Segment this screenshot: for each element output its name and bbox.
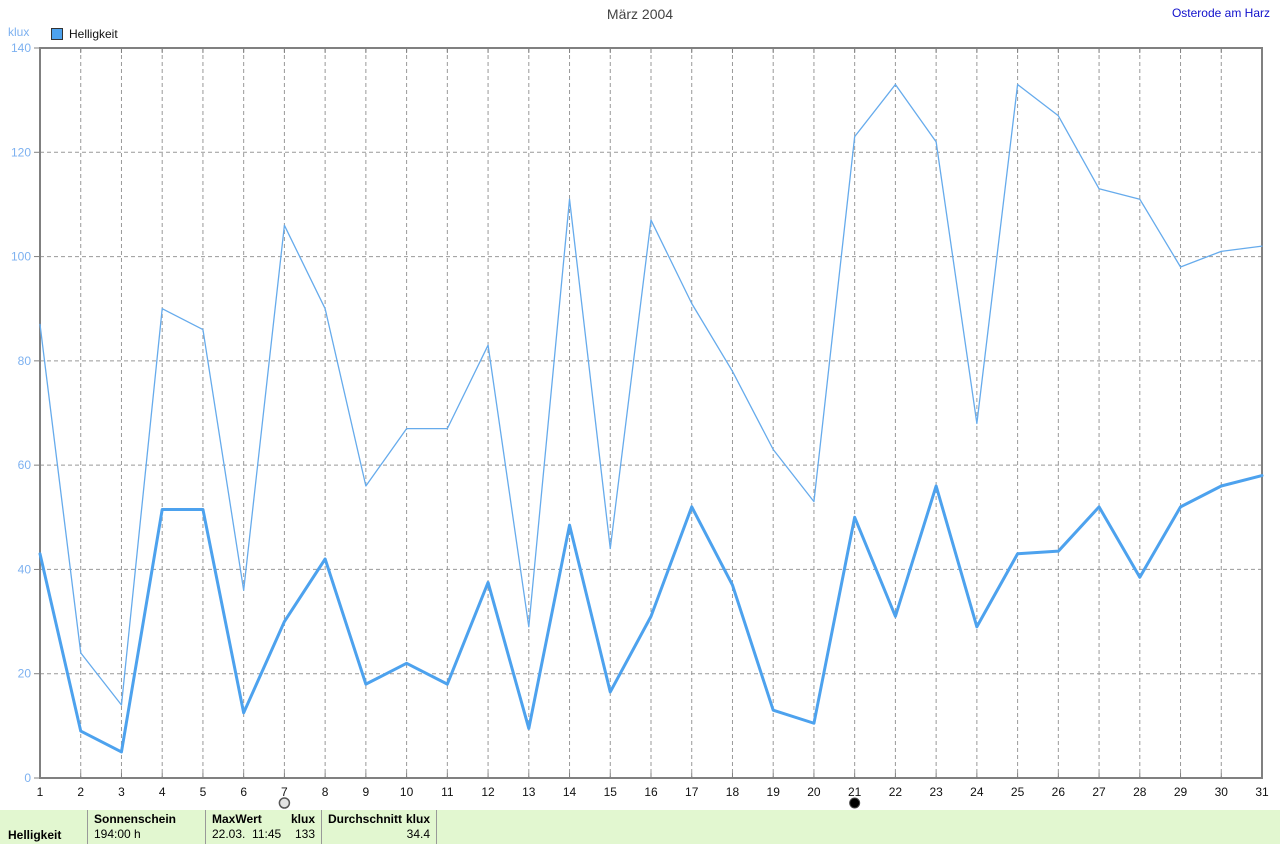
x-tick-label: 18 — [726, 785, 740, 799]
x-tick-label: 16 — [644, 785, 658, 799]
y-tick-label: 100 — [11, 250, 31, 264]
x-tick-label: 25 — [1011, 785, 1025, 799]
max-unit: klux — [290, 812, 315, 826]
x-tick-label: 17 — [685, 785, 699, 799]
x-tick-label: 10 — [400, 785, 414, 799]
x-tick-label: 7 — [281, 785, 288, 799]
x-tick-label: 6 — [240, 785, 247, 799]
x-tick-label: 19 — [767, 785, 781, 799]
x-tick-label: 31 — [1255, 785, 1269, 799]
x-tick-label: 30 — [1215, 785, 1229, 799]
legend-label: Helligkeit — [69, 27, 118, 41]
x-tick-label: 11 — [441, 785, 454, 799]
x-tick-label: 20 — [807, 785, 821, 799]
y-tick-label: 60 — [18, 458, 32, 472]
average-unit: klux — [405, 812, 430, 826]
x-tick-label: 23 — [929, 785, 943, 799]
plot-frame — [39, 47, 1263, 779]
max-header: MaxWert — [212, 812, 262, 826]
summary-table: Helligkeit Sonnenschein 194:00 h MaxWert… — [0, 810, 1280, 844]
new-moon-icon — [849, 797, 861, 809]
average-header: Durchschnitt — [328, 812, 403, 826]
x-tick-label: 4 — [159, 785, 166, 799]
x-tick-label: 22 — [889, 785, 903, 799]
x-tick-label: 24 — [970, 785, 984, 799]
sunshine-value: 194:00 h — [94, 827, 141, 841]
sunshine-header: Sonnenschein — [94, 812, 177, 826]
page-title: März 2004 — [606, 6, 674, 22]
summary-average-cell: Durchschnitt klux 34.4 — [322, 810, 437, 844]
x-tick-label: 13 — [522, 785, 536, 799]
y-tick-label: 140 — [11, 41, 31, 55]
y-tick-label: 40 — [18, 562, 32, 576]
x-tick-label: 14 — [563, 785, 577, 799]
x-tick-label: 27 — [1092, 785, 1106, 799]
y-tick-label: 80 — [18, 354, 32, 368]
station-link[interactable]: Osterode am Harz — [1171, 6, 1270, 20]
x-tick-label: 8 — [322, 785, 329, 799]
x-tick-label: 5 — [200, 785, 207, 799]
x-tick-label: 2 — [77, 785, 84, 799]
x-tick-label: 28 — [1133, 785, 1147, 799]
summary-sunshine-cell: Sonnenschein 194:00 h — [88, 810, 206, 844]
legend: Helligkeit — [51, 27, 118, 41]
summary-empty-cell — [437, 810, 1280, 844]
summary-row-label: Helligkeit — [8, 828, 62, 842]
x-tick-label: 3 — [118, 785, 125, 799]
max-date: 22.03. — [212, 827, 246, 841]
y-tick-label: 20 — [18, 667, 32, 681]
x-tick-label: 9 — [363, 785, 370, 799]
full-moon-icon — [278, 797, 291, 809]
average-value: 34.4 — [406, 827, 430, 841]
summary-row-label-cell: Helligkeit — [0, 810, 88, 844]
y-axis-unit-label: klux — [8, 25, 30, 39]
y-tick-label: 120 — [11, 145, 31, 159]
series-line-max — [39, 83, 1263, 706]
summary-max-cell: MaxWert klux 22.03. 11:45 133 — [206, 810, 322, 844]
x-tick-label: 1 — [37, 785, 44, 799]
x-tick-label: 29 — [1174, 785, 1188, 799]
x-tick-label: 12 — [481, 785, 495, 799]
series-line-avg — [38, 474, 1264, 754]
x-tick-label: 26 — [1052, 785, 1066, 799]
max-value: 133 — [294, 827, 315, 841]
x-tick-label: 15 — [604, 785, 618, 799]
legend-swatch-icon — [51, 28, 63, 40]
x-tick-label: 21 — [848, 785, 862, 799]
y-tick-label: 0 — [24, 771, 31, 785]
max-time: 11:45 — [252, 827, 282, 841]
